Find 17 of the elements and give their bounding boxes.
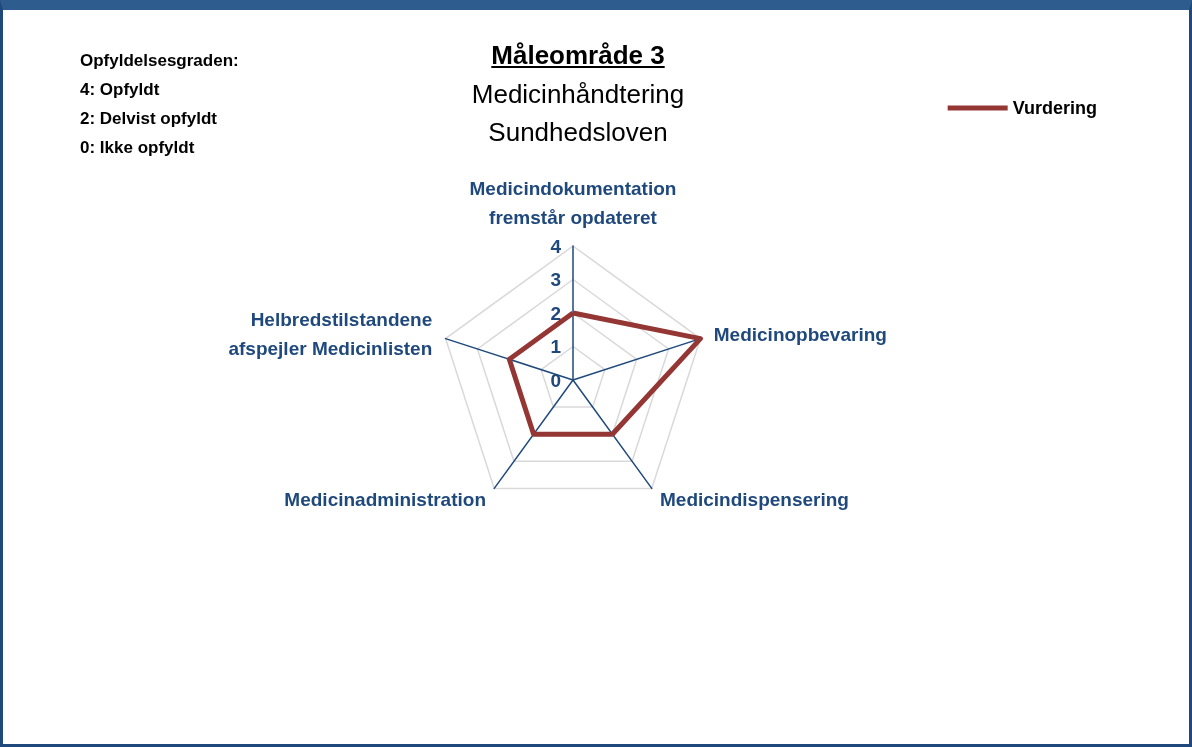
chart-title: Måleområde 3 (490, 40, 666, 71)
spoke-label: Medicinopbevaring (713, 323, 887, 345)
text: 0: Ikke opfyldt (80, 137, 196, 159)
spoke-label: Medicindokumentation fremstår opdateret (469, 178, 677, 228)
spoke-label: Medicinadministration (284, 489, 487, 511)
y-tick-label: 4 (550, 235, 562, 257)
chart-subtitle: Medicinhåndtering Sundhedsloven (470, 78, 686, 149)
text: Opfyldelsesgraden: (80, 50, 239, 72)
y-tick-label: 3 (550, 269, 561, 290)
y-tick-label: 1 (550, 336, 562, 357)
legend-label: Vurdering (1012, 98, 1097, 118)
spoke-label: Medicindispensering (659, 489, 849, 511)
y-tick-label: 0 (550, 369, 561, 391)
y-tick-label: 2 (550, 302, 561, 324)
spoke-label: Helbredstilstandene afspejler Medicinlisten (228, 309, 433, 360)
text: 4: Opfyldt (80, 79, 161, 101)
text: 2: Delvist opfyldt (80, 108, 218, 130)
